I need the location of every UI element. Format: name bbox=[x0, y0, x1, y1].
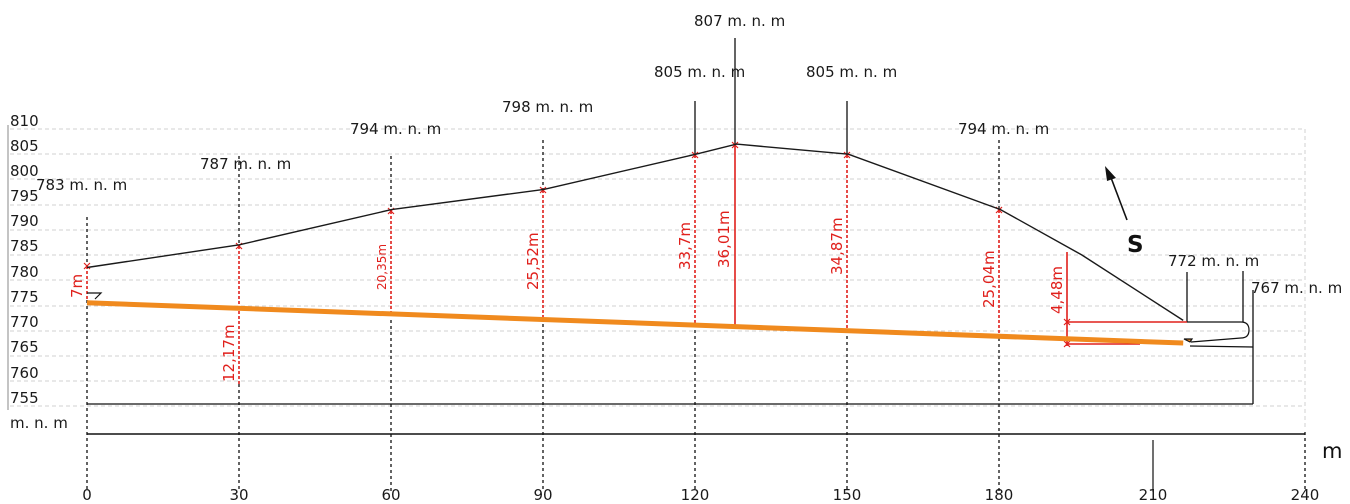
x-tick: 240 bbox=[1291, 486, 1320, 504]
station-lines-solid bbox=[694, 38, 1244, 322]
y-tick: 765 bbox=[10, 338, 39, 356]
y-tick: 760 bbox=[10, 364, 39, 382]
y-tick: 810 bbox=[10, 112, 39, 130]
x-tick: 90 bbox=[533, 486, 552, 504]
y-tick: 775 bbox=[10, 288, 39, 306]
depth-label: 20,35m bbox=[375, 244, 389, 290]
elevation-label: 798 m. n. m bbox=[502, 98, 593, 116]
station-lines-lower bbox=[86, 300, 1306, 492]
grid-lines bbox=[10, 128, 1305, 407]
x-tick: 150 bbox=[833, 486, 862, 504]
elevation-label: 805 m. n. m bbox=[806, 63, 897, 81]
elevation-label: 805 m. n. m bbox=[654, 63, 745, 81]
elevation-label: 787 m. n. m bbox=[200, 155, 291, 173]
y-tick: 790 bbox=[10, 212, 39, 230]
tunnel-axis-line bbox=[86, 300, 1184, 346]
elevation-label: 794 m. n. m bbox=[350, 120, 441, 138]
y-axis-unit: m. n. m bbox=[10, 414, 68, 432]
y-tick: 785 bbox=[10, 237, 39, 255]
elevation-label: 772 m. n. m bbox=[1168, 252, 1259, 270]
depth-labels: 7m 12,17m 20,35m 25,52m 33,7m 36,01m 34,… bbox=[68, 210, 1066, 382]
y-tick: 780 bbox=[10, 263, 39, 281]
x-tick: 30 bbox=[229, 486, 248, 504]
x-axis-unit: m bbox=[1322, 439, 1342, 463]
elevation-label: 794 m. n. m bbox=[958, 120, 1049, 138]
depth-label: 25,52m bbox=[524, 232, 542, 290]
portal-details bbox=[87, 292, 1254, 348]
elevation-label: 807 m. n. m bbox=[694, 12, 785, 30]
x-tick: 180 bbox=[985, 486, 1014, 504]
y-axis: 810 805 800 795 790 785 780 775 770 765 … bbox=[7, 112, 68, 432]
elevation-label: 767 m. n. m bbox=[1251, 279, 1342, 297]
depth-label: 25,04m bbox=[980, 250, 998, 308]
depth-label: 36,01m bbox=[715, 210, 733, 268]
y-tick: 770 bbox=[10, 313, 39, 331]
depth-label: 4,48m bbox=[1048, 266, 1066, 314]
x-tick: 210 bbox=[1139, 486, 1168, 504]
depth-dimension-lines bbox=[86, 145, 1187, 384]
y-tick: 800 bbox=[10, 162, 39, 180]
elevation-label: 783 m. n. m bbox=[36, 176, 127, 194]
x-tick: 0 bbox=[82, 486, 92, 504]
y-tick: 805 bbox=[10, 137, 39, 155]
y-tick: 755 bbox=[10, 389, 39, 407]
x-axis: 0 30 60 90 120 150 180 210 240 m bbox=[82, 433, 1342, 504]
station-lines bbox=[86, 140, 1000, 266]
north-arrow-icon bbox=[1105, 166, 1128, 221]
depth-label: 12,17m bbox=[220, 324, 238, 382]
terrain-profile-line bbox=[86, 143, 1184, 321]
depth-label: 34,87m bbox=[828, 217, 846, 275]
x-tick: 60 bbox=[381, 486, 400, 504]
y-tick: 795 bbox=[10, 187, 39, 205]
north-label: S bbox=[1127, 232, 1144, 258]
depth-label: 33,7m bbox=[676, 222, 694, 270]
x-tick: 120 bbox=[681, 486, 710, 504]
depth-label: 7m bbox=[68, 274, 86, 298]
elevation-labels: 783 m. n. m 787 m. n. m 794 m. n. m 798 … bbox=[36, 12, 1342, 297]
